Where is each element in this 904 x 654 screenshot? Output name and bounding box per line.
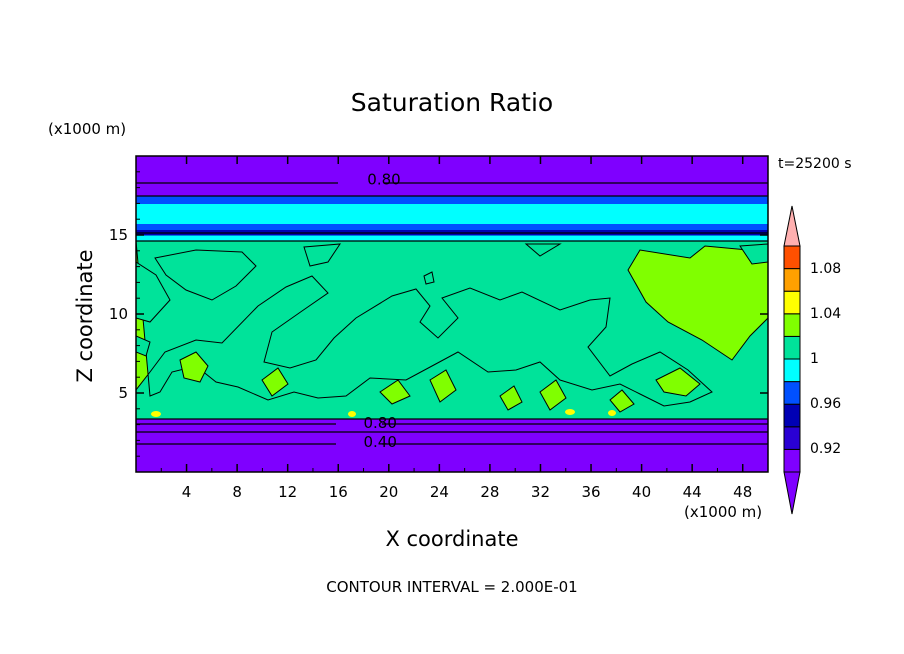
time-label: t=25200 s <box>778 156 852 172</box>
yellow-specks <box>151 409 616 417</box>
x-axis-units: (x1000 m) <box>684 503 763 521</box>
x-tick-label: 36 <box>581 483 601 501</box>
patch <box>136 261 171 323</box>
layer-upper-blue-2 <box>136 224 768 232</box>
contour-lines <box>136 182 768 445</box>
y-tick-label: 10 <box>108 305 128 323</box>
y-tick-label: 5 <box>118 384 128 402</box>
x-tick-label: 32 <box>530 483 551 501</box>
colorbar-tick-label: 1 <box>810 351 819 367</box>
y-axis-label: Z coordinate <box>73 249 97 383</box>
speck <box>151 411 161 417</box>
x-tick-label: 20 <box>379 483 399 501</box>
teal-patches <box>136 240 768 420</box>
x-tick-label: 12 <box>278 483 298 501</box>
speck <box>608 410 616 416</box>
island <box>261 367 289 397</box>
layer-upper-navy <box>136 230 768 238</box>
colorbar-box <box>783 245 801 270</box>
contour-interval-note: CONTOUR INTERVAL = 2.000E-01 <box>326 578 578 596</box>
y-tick-label: 15 <box>108 226 128 244</box>
contour-field <box>136 156 768 472</box>
chart-title: Saturation Ratio <box>350 88 554 117</box>
island <box>429 369 457 403</box>
colorbar-bottom-triangle <box>783 471 801 515</box>
y-axis-ticks <box>136 171 768 457</box>
colorbar-box <box>783 381 801 405</box>
colorbar <box>783 205 801 515</box>
layer-upper-cyan <box>136 204 768 226</box>
x-axis-label: X coordinate <box>385 527 519 551</box>
colorbar-tick-label: 1.08 <box>810 260 842 277</box>
speck <box>348 411 356 417</box>
green-islands <box>179 351 701 413</box>
island <box>379 379 411 405</box>
speck <box>565 409 575 415</box>
colorbar-box <box>783 403 801 428</box>
x-tick-label: 40 <box>632 483 652 501</box>
x-tick-label: 24 <box>429 483 449 501</box>
colorbar-box <box>783 426 801 450</box>
colorbar-box <box>783 290 801 315</box>
contour-label: 0.40 <box>363 433 396 451</box>
patch <box>136 240 768 420</box>
patch <box>524 243 562 257</box>
layer-upper-blue <box>136 196 768 206</box>
colorbar-tick-label: 0.92 <box>810 441 842 458</box>
colorbar-box <box>783 268 801 292</box>
colorbar-box <box>783 448 801 473</box>
x-tick-label: 48 <box>733 483 753 501</box>
layer-bottom-purple <box>136 419 768 472</box>
island <box>179 351 209 383</box>
x-tick-label: 16 <box>328 483 348 501</box>
patch <box>154 249 257 301</box>
colorbar-box <box>783 358 801 383</box>
x-tick-label: 4 <box>181 483 192 501</box>
island <box>539 379 567 411</box>
patch <box>136 335 151 357</box>
colorbar-box <box>783 335 801 360</box>
island <box>499 385 523 411</box>
contour-label: 0.80 <box>363 414 396 432</box>
island <box>609 389 635 413</box>
contour-labels: 0.800.800.40 <box>363 171 400 451</box>
patch <box>303 243 341 267</box>
colorbar-box <box>783 313 801 337</box>
x-tick-label: 44 <box>682 483 702 501</box>
x-tick-label: 8 <box>232 483 242 501</box>
colorbar-tick-label: 1.04 <box>810 305 842 322</box>
colorbar-tick-label: 0.96 <box>810 396 842 413</box>
patch <box>739 243 768 265</box>
island <box>655 367 701 397</box>
x-axis-ticks <box>160 156 744 472</box>
x-tick-label: 28 <box>480 483 500 501</box>
contour-label: 0.80 <box>367 171 400 189</box>
colorbar-top-triangle <box>783 205 801 247</box>
y-axis-units: (x1000 m) <box>48 120 127 138</box>
patch <box>423 271 435 285</box>
